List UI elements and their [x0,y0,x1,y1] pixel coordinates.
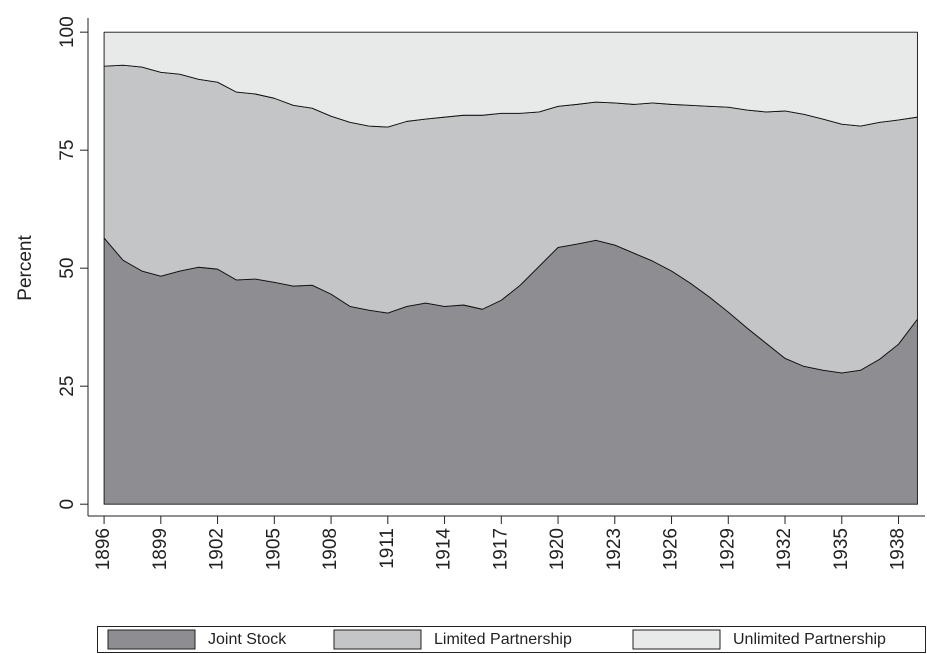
legend-label: Unlimited Partnership [733,631,886,648]
y-tick-label: 75 [57,140,78,161]
legend-swatch [333,629,422,650]
x-tick-label: 1917 [490,528,511,570]
x-tick-label: 1896 [93,528,114,570]
x-tick-label: 1905 [263,528,284,570]
x-tick-label: 1911 [377,528,398,569]
legend-label: Joint Stock [208,631,287,648]
x-tick-label: 1926 [661,528,682,570]
y-tick-label: 50 [57,258,78,279]
x-tick-label: 1908 [320,528,341,570]
x-tick-label: 1920 [547,528,568,570]
x-tick-label: 1914 [434,528,455,571]
area [103,31,918,128]
legend-label: Limited Partnership [434,631,572,648]
y-axis-label: Percent [15,235,36,301]
legend-swatch [107,629,196,650]
x-tick-label: 1899 [150,528,171,570]
x-tick-label: 1929 [717,528,738,570]
y-tick-label: 100 [57,16,78,48]
legend-swatch [632,629,721,650]
legend-box [97,626,926,653]
x-tick-label: 1938 [888,528,909,570]
x-tick-label: 1932 [774,528,795,570]
x-tick-label: 1935 [831,528,852,570]
x-tick-label: 1902 [207,528,228,570]
y-tick-label: 25 [57,376,78,397]
y-tick-label: 0 [57,499,78,510]
x-tick-label: 1923 [604,528,625,570]
